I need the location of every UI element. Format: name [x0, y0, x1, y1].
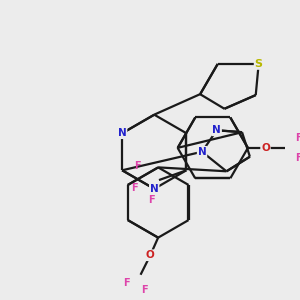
Text: F: F: [131, 183, 138, 193]
Text: F: F: [296, 133, 300, 143]
Text: F: F: [134, 161, 141, 171]
Text: F: F: [296, 153, 300, 163]
Text: N: N: [212, 125, 221, 135]
Text: O: O: [261, 143, 270, 153]
Text: N: N: [198, 147, 206, 157]
Text: S: S: [255, 59, 263, 69]
Text: F: F: [148, 195, 154, 205]
Text: O: O: [146, 250, 155, 260]
Text: N: N: [150, 184, 159, 194]
Text: F: F: [124, 278, 130, 288]
Text: N: N: [118, 128, 127, 138]
Text: F: F: [141, 285, 148, 296]
